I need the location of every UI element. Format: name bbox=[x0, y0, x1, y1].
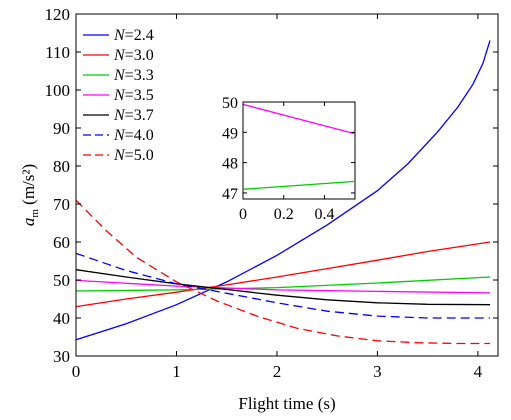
legend: N=2.4 N=3.0 N=3.3 N=3.5 N=3.7 N=4.0 N=5.0 bbox=[83, 27, 154, 164]
y-tick-label-6: 90 bbox=[53, 119, 70, 138]
series-line-0 bbox=[75, 40, 491, 341]
series-line-6 bbox=[75, 199, 490, 345]
inset-x-tick-label-0: 0 bbox=[239, 206, 247, 223]
x-tick-label-3: 3 bbox=[373, 362, 382, 381]
legend-label-4: N=3.7 bbox=[113, 107, 154, 124]
inset-x-tick-label-1: 0.2 bbox=[274, 206, 294, 223]
y-tick-label-0: 30 bbox=[53, 347, 70, 366]
legend-label-3: N=3.5 bbox=[113, 87, 154, 104]
x-tick-label-2: 2 bbox=[273, 362, 282, 381]
y-tick-label-3: 60 bbox=[53, 233, 70, 252]
series-line-5 bbox=[75, 252, 490, 319]
y-tick-label-1: 40 bbox=[53, 309, 70, 328]
x-tick-label-4: 4 bbox=[474, 362, 483, 381]
inset-series-line-0 bbox=[242, 103, 356, 135]
y-tick-label-8: 110 bbox=[45, 43, 70, 62]
x-axis-label: Flight time (s) bbox=[238, 394, 335, 413]
inset-frame bbox=[242, 101, 356, 200]
series-line-1 bbox=[75, 241, 491, 308]
plot-frame bbox=[75, 13, 499, 357]
y-tick-label-5: 80 bbox=[53, 157, 70, 176]
series-line-3 bbox=[75, 279, 491, 294]
inset-y-tick-label-0: 47 bbox=[222, 186, 238, 203]
legend-label-6: N=5.0 bbox=[113, 147, 154, 164]
y-tick-label-2: 50 bbox=[53, 271, 70, 290]
series-line-2 bbox=[75, 276, 491, 292]
main-plot: 0 1 2 3 4 30 40 50 60 70 80 90 100 110 120 Flight time … bbox=[19, 5, 499, 413]
legend-label-2: N=3.3 bbox=[113, 67, 154, 84]
inset-series-line-1 bbox=[242, 180, 356, 190]
x-tick-label-1: 1 bbox=[172, 362, 181, 381]
inset-y-tick-label-3: 50 bbox=[222, 95, 238, 112]
series-line-4 bbox=[75, 269, 491, 306]
legend-label-5: N=4.0 bbox=[113, 127, 154, 144]
legend-label-1: N=3.0 bbox=[113, 47, 154, 64]
inset-y-tick-label-2: 49 bbox=[222, 125, 238, 142]
inset-x-tick-label-2: 0.4 bbox=[314, 206, 334, 223]
inset-y-tick-label-1: 48 bbox=[222, 156, 238, 173]
y-tick-label-4: 70 bbox=[53, 195, 70, 214]
legend-label-0: N=2.4 bbox=[113, 27, 154, 44]
y-axis-label: am (m/s²) bbox=[19, 164, 41, 226]
x-tick-label-0: 0 bbox=[72, 362, 81, 381]
y-tick-label-9: 120 bbox=[45, 5, 71, 24]
y-tick-label-7: 100 bbox=[45, 81, 71, 100]
inset-plot: 0 0.2 0.4 47 48 49 50 bbox=[222, 95, 356, 223]
